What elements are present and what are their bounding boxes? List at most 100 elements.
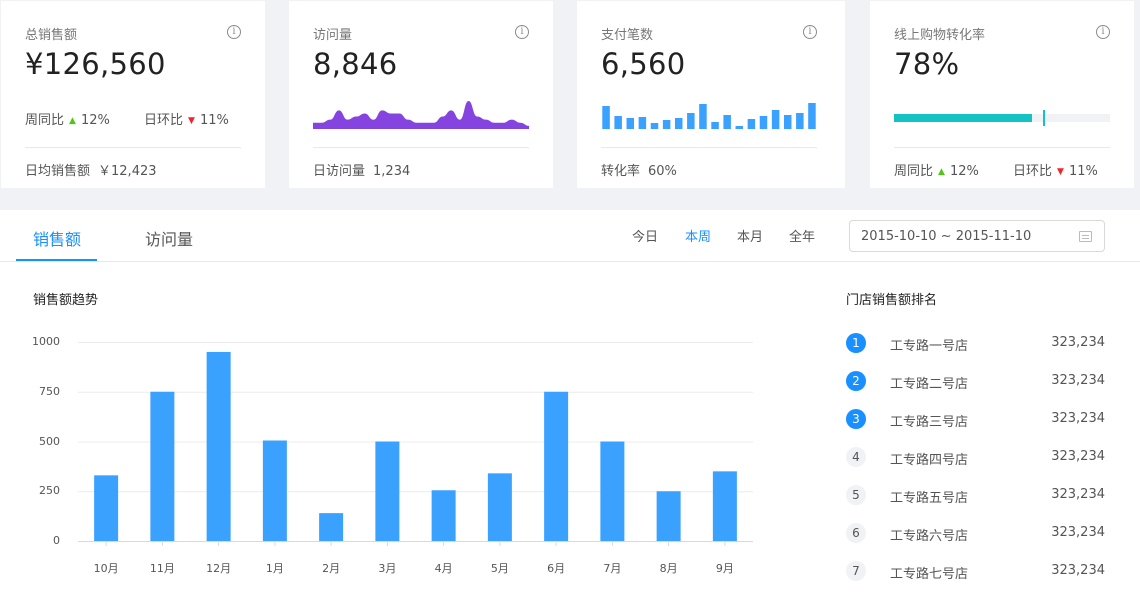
rank-number: 6 xyxy=(846,523,866,543)
rank-row: 1 工专路一号店 323,234 xyxy=(846,333,1106,354)
mini-bar xyxy=(699,104,707,129)
wow-value: 12% xyxy=(949,164,979,179)
active-tab-indicator xyxy=(16,259,97,261)
footer-value: 1,234 xyxy=(373,164,411,179)
rank-title: 门店销售额排名 xyxy=(846,293,938,308)
divider xyxy=(25,147,241,148)
trend-title: 销售额趋势 xyxy=(33,293,99,308)
mini-bar xyxy=(674,118,683,129)
card-footer: 转化率 60% xyxy=(601,160,677,179)
mini-bar xyxy=(711,122,719,129)
footer-label: 日访问量 xyxy=(313,164,366,179)
footer-label: 转化率 xyxy=(601,164,641,179)
date-range-value: 2015-10-10 ~ 2015-11-10 xyxy=(861,229,1032,244)
day-over-day: 日环比 ▼ 11% xyxy=(144,109,229,128)
mini-bar xyxy=(602,106,610,129)
card-title: 支付笔数 xyxy=(601,28,654,43)
mini-bar xyxy=(662,120,671,129)
range-today[interactable]: 今日 xyxy=(632,230,659,245)
rank-number: 5 xyxy=(846,485,866,505)
rank-row: 5 工专路五号店 323,234 xyxy=(846,485,1106,506)
dod-label: 日环比 xyxy=(1013,164,1053,179)
mini-bar xyxy=(808,103,816,129)
card-title: 总销售额 xyxy=(25,28,78,43)
store-name: 工专路三号店 xyxy=(890,415,969,430)
calendar-icon[interactable] xyxy=(1079,231,1092,242)
dod-value: 11% xyxy=(1068,164,1098,179)
mini-bar xyxy=(687,113,695,129)
total-sales-card: 总销售额 i ¥126,560 周同比 ▲ 12% 日环比 ▼ 11% 日均销售额 ￥12… xyxy=(1,1,265,188)
store-name: 工专路六号店 xyxy=(890,529,969,544)
footer-value: ￥12,423 xyxy=(98,164,157,179)
payments-value: 6,560 xyxy=(601,47,686,81)
wow-label: 周同比 xyxy=(894,164,934,179)
conversion-progress-track xyxy=(894,110,1110,126)
card-footer: 日均销售额 ￥12,423 xyxy=(25,160,157,179)
mini-bar xyxy=(796,113,804,129)
info-circle-icon[interactable]: i xyxy=(227,25,241,39)
card-title: 线上购物转化率 xyxy=(894,28,986,43)
dod-label: 日环比 xyxy=(144,113,184,128)
store-name: 工专路一号店 xyxy=(890,339,969,354)
store-sales-value: 323,234 xyxy=(1051,525,1105,540)
mini-bar xyxy=(735,126,744,129)
store-name: 工专路二号店 xyxy=(890,377,969,392)
store-name: 工专路五号店 xyxy=(890,491,969,506)
store-sales-value: 323,234 xyxy=(1051,487,1105,502)
store-sales-value: 323,234 xyxy=(1051,373,1105,388)
rank-row: 2 工专路二号店 323,234 xyxy=(846,371,1106,392)
visits-card: 访问量 i 8,846 日访问量 1,234 xyxy=(289,1,553,188)
visits-value: 8,846 xyxy=(313,47,398,81)
rank-row: 4 工专路四号店 323,234 xyxy=(846,447,1106,468)
visits-area-sparkline xyxy=(313,101,529,129)
store-sales-value: 323,234 xyxy=(1051,449,1105,464)
footer-value: 60% xyxy=(648,164,677,179)
rank-number: 3 xyxy=(846,409,866,429)
store-sales-value: 323,234 xyxy=(1051,563,1105,578)
mini-bar xyxy=(638,117,647,129)
wow-value: 12% xyxy=(80,113,110,128)
store-sales-value: 323,234 xyxy=(1051,335,1105,350)
conversion-value: 78% xyxy=(894,47,960,81)
rank-row: 7 工专路七号店 323,234 xyxy=(846,561,1106,582)
day-over-day: 日环比 ▼ 11% xyxy=(1013,160,1098,179)
card-footer: 日访问量 1,234 xyxy=(313,160,410,179)
mini-bar xyxy=(783,115,792,129)
info-circle-icon[interactable]: i xyxy=(803,25,817,39)
mini-bar xyxy=(626,118,635,129)
payments-card: 支付笔数 i 6,560 转化率 60% xyxy=(577,1,845,188)
week-over-week: 周同比 ▲ 12% xyxy=(25,109,110,128)
card-title: 访问量 xyxy=(313,28,353,43)
rank-number: 1 xyxy=(846,333,866,353)
range-week[interactable]: 本周 xyxy=(685,230,712,245)
info-circle-icon[interactable]: i xyxy=(515,25,529,39)
divider xyxy=(313,147,529,148)
rank-number: 7 xyxy=(846,561,866,581)
mini-bar xyxy=(723,115,731,129)
rank-row: 6 工专路六号店 323,234 xyxy=(846,523,1106,544)
conversion-card: 线上购物转化率 i 78% 周同比 ▲ 12% 日环比 ▼ 11% xyxy=(870,1,1134,188)
mini-bar xyxy=(771,110,780,129)
store-name: 工专路七号店 xyxy=(890,567,969,582)
footer-label: 日均销售额 xyxy=(25,164,91,179)
mini-bar xyxy=(747,119,756,129)
tab-sales[interactable]: 销售额 xyxy=(33,230,82,249)
payments-mini-bar-chart xyxy=(602,103,816,129)
week-over-week: 周同比 ▲ 12% xyxy=(894,160,979,179)
tab-visits[interactable]: 访问量 xyxy=(145,230,194,249)
sales-tabs-panel: 销售额 访问量 今日 本周 本月 全年 2015-10-10 ~ 2015-11… xyxy=(0,210,1140,613)
conversion-target-marker xyxy=(1043,110,1046,126)
mini-bar xyxy=(650,123,659,129)
caret-up-icon: ▲ xyxy=(69,116,76,126)
info-circle-icon[interactable]: i xyxy=(1096,25,1110,39)
caret-down-icon: ▼ xyxy=(1057,167,1064,177)
rank-number: 4 xyxy=(846,447,866,467)
sparkline-area xyxy=(313,101,529,129)
caret-up-icon: ▲ xyxy=(938,167,945,177)
date-range-picker[interactable]: 2015-10-10 ~ 2015-11-10 xyxy=(849,220,1105,252)
wow-label: 周同比 xyxy=(25,113,65,128)
range-month[interactable]: 本月 xyxy=(737,230,764,245)
range-year[interactable]: 全年 xyxy=(789,230,816,245)
caret-down-icon: ▼ xyxy=(188,116,195,126)
store-sales-value: 323,234 xyxy=(1051,411,1105,426)
